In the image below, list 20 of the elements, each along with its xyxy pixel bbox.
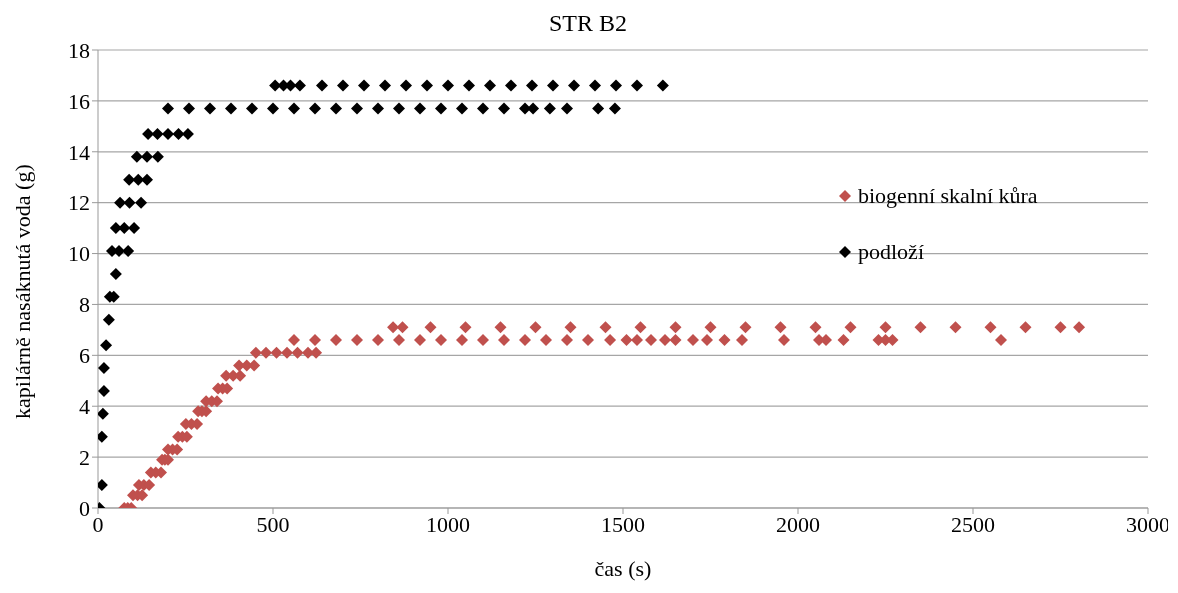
y-tick-label: 16	[68, 88, 90, 114]
x-tick-label: 500	[256, 511, 290, 537]
x-tick-label: 1500	[601, 511, 645, 537]
x-tick-label: 2000	[776, 511, 820, 537]
y-tick-label: 12	[68, 190, 90, 216]
y-tick-label: 0	[79, 495, 90, 521]
y-tick-label: 10	[68, 241, 90, 267]
y-tick-label: 14	[68, 139, 90, 165]
y-axis-title: kapilárně nasáknutá voda (g)	[9, 164, 35, 419]
y-tick-label: 6	[79, 343, 90, 369]
y-tick-label: 18	[68, 37, 90, 63]
y-tick-label: 4	[79, 394, 90, 420]
x-tick-label: 1000	[426, 511, 470, 537]
y-tick-label: 8	[79, 292, 90, 318]
x-axis-title: čas (s)	[594, 556, 652, 581]
chart-title: STR B2	[548, 9, 628, 38]
legend-label: biogenní skalní kůra	[858, 182, 1038, 210]
x-tick-label: 2500	[951, 511, 995, 537]
legend-label: podloží	[858, 238, 924, 266]
y-tick-label: 2	[79, 444, 90, 470]
